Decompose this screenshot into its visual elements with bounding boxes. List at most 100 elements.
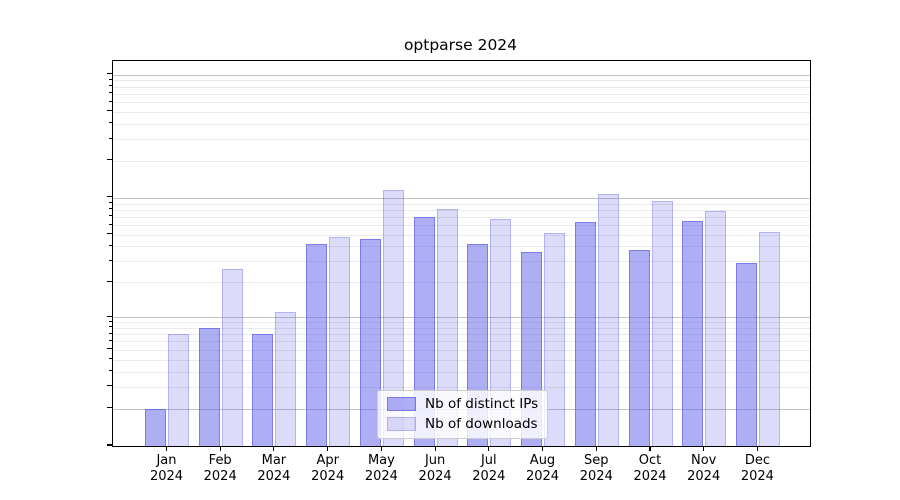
plot-area: Nb of distinct IPs Nb of downloads — [112, 60, 811, 447]
y-minor-tick-mark — [109, 137, 112, 139]
bar-downloads — [168, 334, 189, 446]
y-minor-tick-mark — [109, 202, 112, 203]
y-minor-tick-mark — [109, 215, 112, 217]
y-tick-mark — [107, 444, 112, 446]
bar-distinct-ips — [145, 408, 166, 446]
y-tick-mark — [107, 196, 112, 198]
x-tick-year: 2024 — [364, 469, 398, 484]
minor-gridline — [113, 359, 810, 361]
x-tick-month: Mar — [261, 453, 287, 468]
x-tick-label: Feb 2024 — [193, 453, 247, 485]
y-minor-tick-mark — [109, 85, 112, 86]
x-tick-month: Apr — [316, 453, 339, 468]
x-tick-month: Dec — [744, 453, 770, 468]
y-minor-tick-mark — [109, 223, 112, 225]
x-tick-year: 2024 — [525, 469, 560, 484]
legend-label-distinct-ips: Nb of distinct IPs — [425, 396, 539, 412]
x-tick-year: 2024 — [149, 469, 184, 484]
x-tick-year: 2024 — [311, 469, 345, 484]
minor-gridline — [113, 102, 810, 103]
x-tick-month: Jun — [424, 453, 446, 468]
y-minor-tick-mark — [109, 208, 112, 210]
minor-gridline — [113, 349, 810, 351]
x-tick-label: Aug 2024 — [516, 453, 570, 485]
y-minor-tick-mark — [109, 78, 112, 80]
bar-downloads — [758, 231, 780, 446]
minor-gridline — [113, 93, 810, 95]
minor-gridline — [113, 334, 810, 336]
y-minor-tick-mark — [109, 332, 112, 334]
legend-entry-distinct-ips: Nb of distinct IPs — [387, 396, 538, 412]
x-tick-month: Sep — [584, 453, 609, 468]
x-tick-mark — [434, 446, 436, 451]
legend-swatch-distinct-ips-icon — [387, 397, 416, 411]
x-tick-mark — [219, 446, 221, 451]
minor-gridline — [113, 203, 810, 205]
y-minor-tick-mark — [109, 320, 112, 322]
bar-downloads — [651, 200, 673, 446]
y-minor-tick-mark — [109, 326, 112, 328]
major-gridline — [113, 317, 810, 319]
bar-distinct-ips — [628, 250, 650, 446]
x-tick-mark — [165, 446, 168, 451]
x-tick-label: Jan 2024 — [140, 453, 194, 485]
x-tick-label: Jun 2024 — [408, 453, 462, 485]
y-minor-tick-mark — [109, 100, 112, 102]
y-minor-tick-mark — [109, 244, 112, 246]
y-minor-tick-mark — [109, 339, 112, 341]
bar-downloads — [705, 211, 727, 446]
x-tick-year: 2024 — [633, 469, 667, 484]
x-tick-label: May 2024 — [354, 453, 408, 485]
x-tick-label: Mar 2024 — [247, 453, 301, 485]
x-tick-month: May — [367, 453, 395, 468]
bar-distinct-ips — [359, 239, 381, 446]
bar-distinct-ips — [252, 334, 274, 446]
bar-downloads — [329, 236, 351, 446]
y-minor-tick-mark — [109, 370, 112, 371]
x-tick-label: Dec 2024 — [730, 453, 784, 485]
bar-distinct-ips — [735, 263, 757, 446]
x-tick-mark — [541, 446, 544, 451]
minor-gridline — [113, 234, 810, 236]
x-tick-month: Feb — [208, 453, 232, 468]
x-tick-label: Apr 2024 — [301, 453, 355, 485]
minor-gridline — [113, 225, 810, 226]
x-tick-year: 2024 — [687, 469, 721, 484]
x-tick-year: 2024 — [740, 469, 774, 484]
bar-distinct-ips — [574, 222, 596, 446]
x-tick-mark — [756, 446, 758, 451]
x-tick-month: Oct — [638, 453, 662, 468]
y-minor-tick-mark — [109, 385, 112, 387]
y-tick-mark — [107, 407, 112, 409]
bar-downloads — [544, 232, 565, 446]
bar-downloads — [221, 268, 243, 446]
x-tick-year: 2024 — [418, 469, 452, 484]
bar-distinct-ips — [682, 220, 704, 446]
bar-downloads — [490, 219, 512, 446]
x-tick-label: Sep 2024 — [569, 453, 623, 485]
legend-swatch-downloads-icon — [387, 417, 416, 431]
y-minor-tick-mark — [109, 233, 112, 235]
bar-downloads — [382, 189, 404, 446]
bar-distinct-ips — [198, 327, 220, 446]
minor-gridline — [113, 246, 810, 248]
minor-gridline — [113, 261, 810, 263]
legend-entry-downloads: Nb of downloads — [387, 416, 538, 432]
x-tick-year: 2024 — [257, 469, 291, 484]
minor-gridline — [113, 282, 810, 284]
minor-gridline — [113, 386, 810, 388]
minor-gridline — [113, 327, 810, 329]
y-minor-tick-mark — [109, 358, 112, 359]
major-gridline — [113, 197, 810, 199]
x-tick-mark — [703, 446, 705, 451]
x-tick-year: 2024 — [203, 469, 237, 484]
y-minor-tick-mark — [109, 259, 112, 261]
y-minor-tick-mark — [109, 159, 112, 161]
bar-distinct-ips — [306, 243, 328, 446]
y-minor-tick-mark — [109, 92, 112, 94]
bar-downloads — [275, 312, 297, 446]
x-tick-month: Nov — [691, 453, 717, 468]
y-minor-tick-mark — [109, 348, 112, 350]
x-tick-mark — [488, 446, 490, 451]
